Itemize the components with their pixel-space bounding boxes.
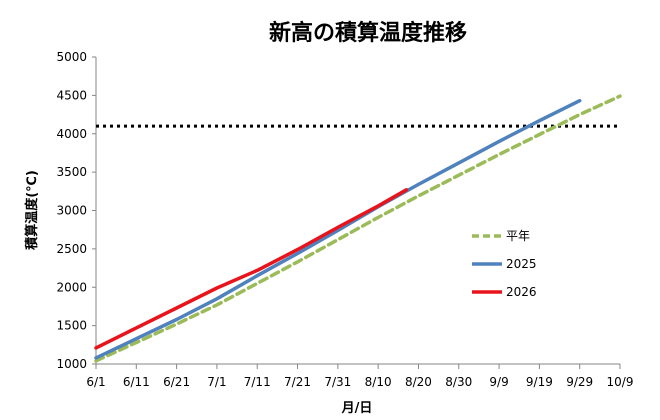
x-tick-label: 7/11 [244, 375, 271, 389]
x-tick-label: 9/19 [526, 375, 553, 389]
y-tick-label: 3000 [56, 204, 87, 218]
x-tick-label: 9/29 [566, 375, 593, 389]
x-tick-label: 7/21 [284, 375, 311, 389]
legend: 平年 2025 2026 [472, 229, 537, 299]
x-tick-label: 10/9 [607, 375, 634, 389]
x-tick-label: 6/1 [86, 375, 105, 389]
x-tick-label: 6/21 [163, 375, 190, 389]
legend-label: 平年 [506, 229, 530, 243]
x-tick-label: 7/31 [324, 375, 351, 389]
y-axis-label: 積算温度(℃) [24, 170, 40, 251]
legend-label: 2025 [506, 257, 537, 271]
x-tick-label: 9/9 [489, 375, 508, 389]
y-tick-label: 2000 [56, 280, 87, 294]
y-tick-label: 2500 [56, 242, 87, 256]
series-group [94, 94, 622, 363]
y-tick-label: 4000 [56, 127, 87, 141]
x-axis-label: 月/日 [341, 401, 373, 416]
x-tick-label: 7/1 [207, 375, 226, 389]
x-tick-label: 8/10 [365, 375, 392, 389]
chart-title: 新高の積算温度推移 [269, 20, 467, 46]
series-line-0 [94, 94, 622, 363]
y-tick-label: 1500 [56, 319, 87, 333]
y-ticks: 1000 1500 2000 2500 3000 3500 4000 4500 5000 [56, 50, 96, 371]
x-tick-label: 8/20 [405, 375, 432, 389]
y-tick-label: 1000 [56, 357, 87, 371]
series-line-1 [94, 98, 582, 360]
x-ticks: 6/1 6/11 6/21 7/1 7/11 7/21 7/31 8/10 8/20 8/30 9/… [86, 364, 633, 389]
y-tick-label: 4500 [56, 88, 87, 102]
series-line-2 [94, 188, 409, 350]
x-tick-label: 8/30 [445, 375, 472, 389]
y-tick-label: 3500 [56, 165, 87, 179]
x-tick-label: 6/11 [123, 375, 150, 389]
y-tick-label: 5000 [56, 50, 87, 64]
legend-label: 2026 [506, 285, 537, 299]
